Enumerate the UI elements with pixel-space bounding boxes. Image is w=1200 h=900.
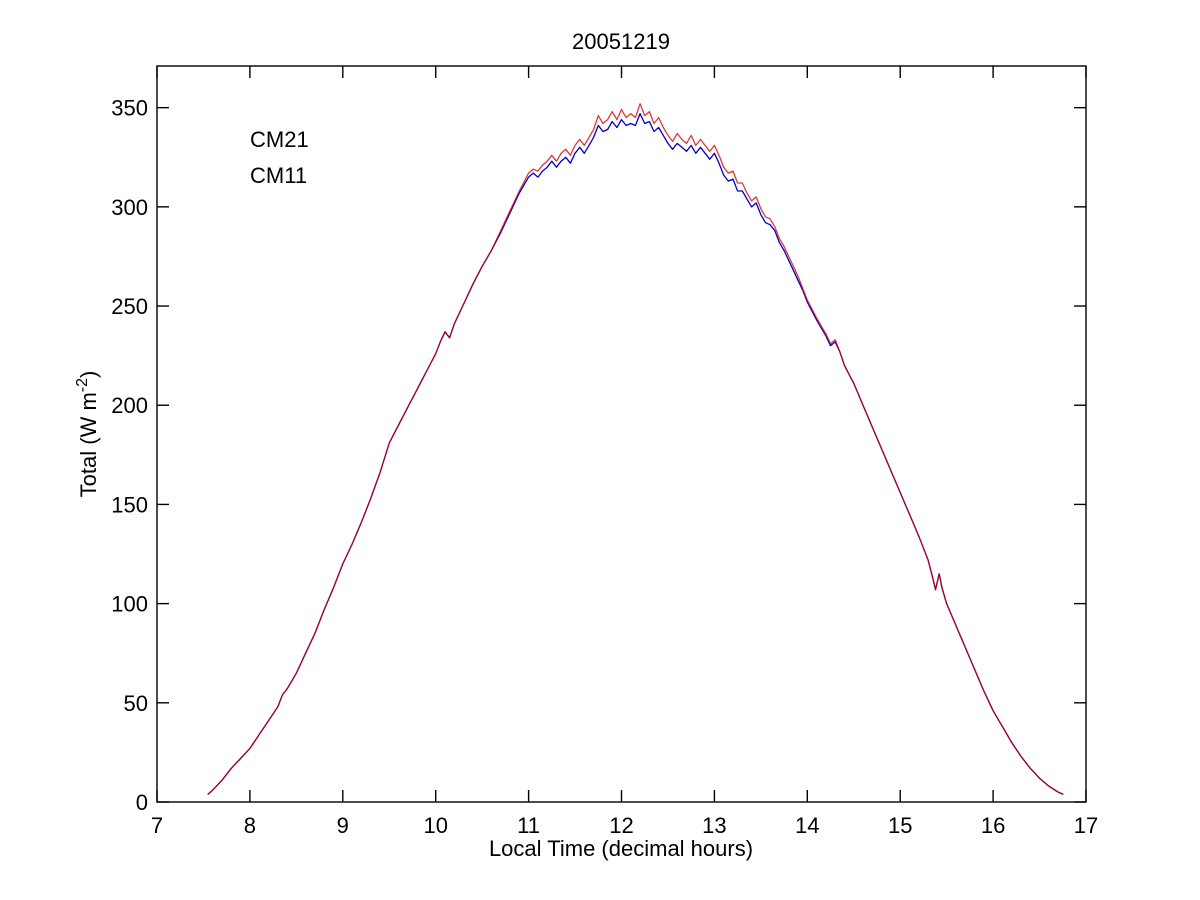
chart-title: 20051219 — [572, 29, 670, 54]
x-tick-label: 9 — [337, 813, 349, 838]
series-line-cm21 — [207, 112, 1064, 795]
x-tick-label: 13 — [702, 813, 726, 838]
x-axis-label: Local Time (decimal hours) — [489, 836, 753, 861]
x-tick-label: 12 — [609, 813, 633, 838]
x-tick-label: 7 — [151, 813, 163, 838]
legend-cm11-label: CM11 — [250, 163, 307, 188]
legend-cm21-label: CM21 — [250, 127, 309, 152]
x-tick-label: 16 — [981, 813, 1005, 838]
y-tick-label: 200 — [111, 393, 148, 418]
y-axis-label: Total (W m-2) — [74, 371, 101, 498]
y-tick-label: 300 — [111, 195, 148, 220]
plot-box — [156, 65, 1087, 803]
series-layer — [207, 103, 1064, 795]
x-tick-label: 15 — [888, 813, 912, 838]
y-tick-label: 0 — [136, 790, 148, 815]
y-tick-label: 50 — [124, 691, 148, 716]
y-tick-label: 150 — [111, 492, 148, 517]
x-tick-label: 14 — [795, 813, 819, 838]
plot-frame-layer — [156, 65, 1087, 803]
y-tick-label: 350 — [111, 96, 148, 121]
y-tick-label: 100 — [111, 592, 148, 617]
x-tick-label: 17 — [1074, 813, 1098, 838]
series-line-cm11 — [207, 103, 1064, 795]
x-tick-label: 11 — [517, 813, 540, 838]
y-tick-label: 250 — [111, 294, 148, 319]
axes-layer: 7 8 9 10 11 12 13 14 15 16 17 0 50 100 150 200 250 300 350 — [111, 66, 1098, 838]
x-tick-label: 10 — [423, 813, 447, 838]
x-tick-label: 8 — [244, 813, 256, 838]
